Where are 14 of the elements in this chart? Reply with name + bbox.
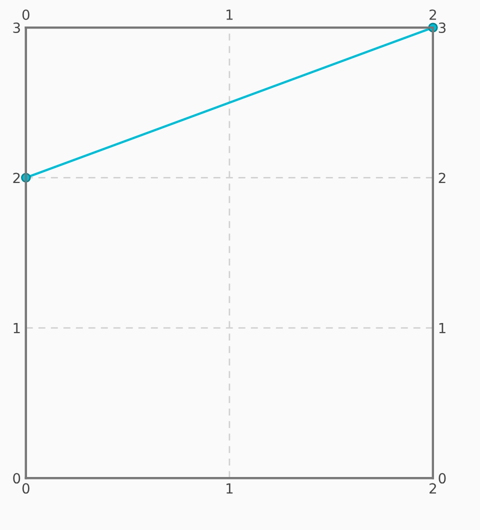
x-tick-label: 0 <box>22 483 30 494</box>
x2-tick-label: 0 <box>22 10 30 20</box>
y-tick-label: 3 <box>13 22 20 34</box>
x-tick-label: 2 <box>430 483 436 494</box>
x2-tick-label: 1 <box>226 10 233 20</box>
y-tick-label: 2 <box>13 172 20 184</box>
y2-tick-label: 2 <box>438 172 446 184</box>
x2-tick-label: 2 <box>430 10 436 20</box>
y2-tick-label: 1 <box>439 323 446 334</box>
y-tick-label: 1 <box>14 323 20 334</box>
x-tick-label: 1 <box>226 483 233 494</box>
y2-tick-label: 0 <box>438 473 446 484</box>
y-tick-label: 0 <box>13 473 20 484</box>
y2-tick-label: 3 <box>438 22 446 34</box>
